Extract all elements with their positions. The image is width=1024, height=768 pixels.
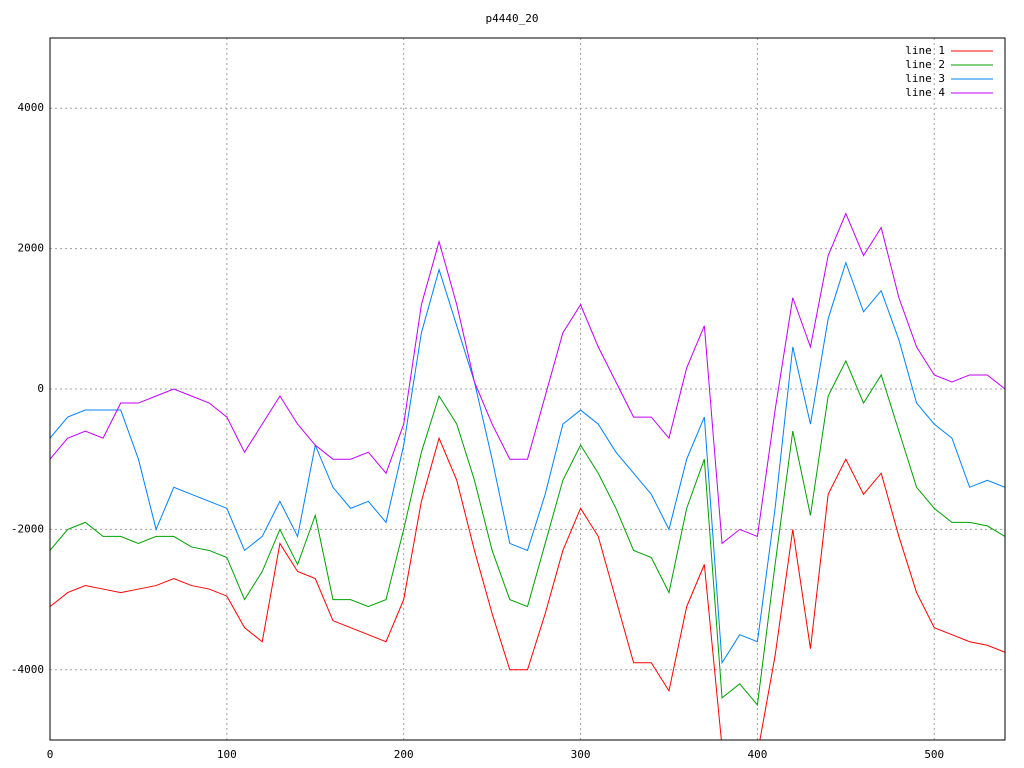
data-line xyxy=(50,436,1005,740)
grid xyxy=(49,38,1005,740)
x-tick-label: 0 xyxy=(47,748,54,761)
y-tick-label: -2000 xyxy=(11,522,44,535)
legend-label: line 4 xyxy=(905,86,945,99)
x-tick-label: 400 xyxy=(747,748,767,761)
plot-frame xyxy=(49,37,1006,741)
legend-label: line 3 xyxy=(905,72,945,85)
x-tick-label: 200 xyxy=(394,748,414,761)
y-tick-label: -4000 xyxy=(11,663,44,676)
data-line xyxy=(50,261,1005,665)
chart-title: p4440_20 xyxy=(486,12,539,25)
x-tick-label: 300 xyxy=(571,748,591,761)
y-tick-label: 4000 xyxy=(18,101,45,114)
y-tick-label: 0 xyxy=(37,382,44,395)
x-tick-label: 500 xyxy=(924,748,944,761)
x-tick-label: 100 xyxy=(217,748,237,761)
data-line xyxy=(50,359,1005,707)
legend-label: line 2 xyxy=(905,58,945,71)
lines xyxy=(50,212,1005,740)
data-line xyxy=(50,212,1005,545)
legend-label: line 1 xyxy=(905,44,945,57)
y-tick-label: 2000 xyxy=(18,242,45,255)
